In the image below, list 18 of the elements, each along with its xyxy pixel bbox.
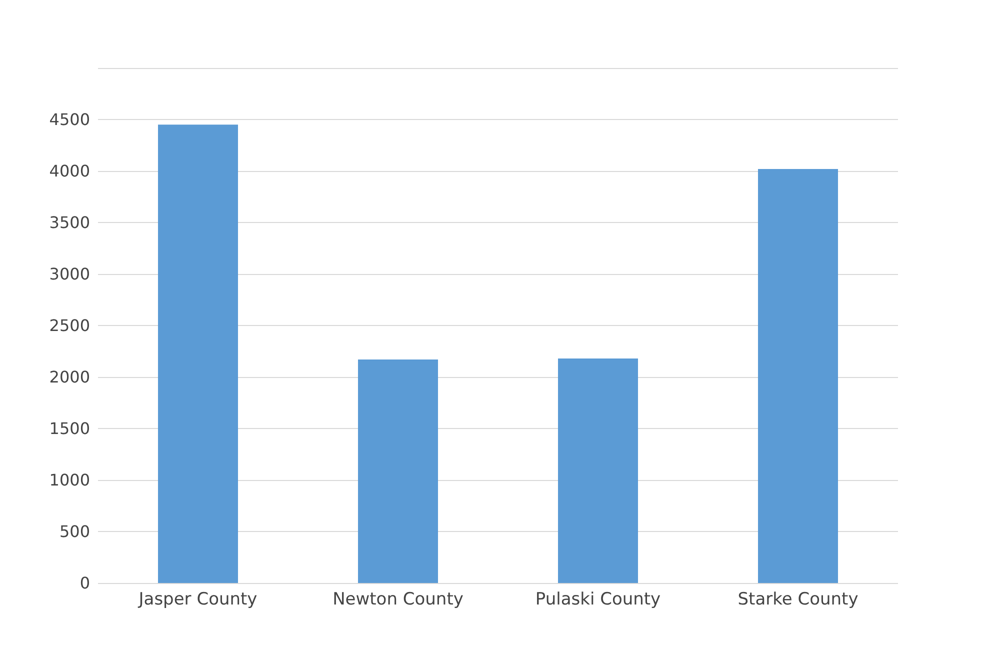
x-tick-label: Jasper County bbox=[138, 590, 258, 610]
y-tick-label: 1000 bbox=[49, 470, 90, 490]
bar bbox=[158, 124, 238, 583]
y-tick-label: 1500 bbox=[49, 419, 90, 438]
y-tick-label: 4000 bbox=[49, 162, 90, 180]
y-tick-label: 0 bbox=[80, 574, 90, 592]
x-tick-label: Newton County bbox=[332, 590, 464, 610]
y-tick-label: 3000 bbox=[49, 264, 90, 284]
x-tick-label: Starke County bbox=[738, 590, 858, 610]
bar bbox=[758, 168, 838, 583]
y-tick-label: 4500 bbox=[49, 110, 90, 129]
bar bbox=[358, 359, 438, 583]
y-tick-label: 2500 bbox=[49, 316, 90, 335]
y-tick-label: 500 bbox=[59, 522, 90, 541]
x-tick-label: Pulaski County bbox=[535, 590, 661, 610]
bar bbox=[558, 358, 638, 583]
y-tick-label: 2000 bbox=[49, 368, 90, 386]
y-tick-label: 3500 bbox=[49, 213, 90, 232]
